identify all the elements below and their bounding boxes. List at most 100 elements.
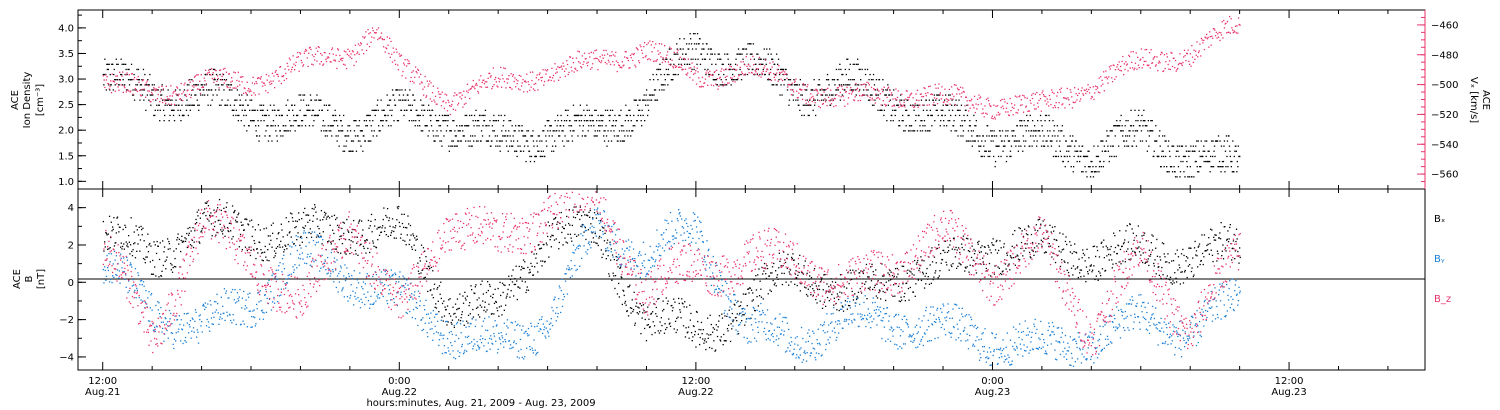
density-point bbox=[574, 120, 576, 122]
density-point bbox=[1175, 155, 1177, 158]
density-point bbox=[189, 79, 191, 81]
density-point bbox=[1196, 140, 1198, 142]
bx-point bbox=[462, 302, 465, 304]
bx-point bbox=[149, 242, 151, 245]
vx-point bbox=[282, 75, 285, 77]
vx-point bbox=[361, 49, 363, 51]
bx-point bbox=[247, 224, 250, 226]
vx-point bbox=[397, 69, 400, 71]
vx-point bbox=[525, 81, 527, 83]
vx-point bbox=[661, 43, 663, 45]
density-point bbox=[237, 114, 239, 117]
density-point bbox=[139, 99, 141, 101]
vx-point bbox=[1124, 68, 1126, 71]
bx-point bbox=[282, 236, 284, 238]
vx-point bbox=[615, 60, 618, 62]
density-point bbox=[957, 109, 960, 111]
bx-point bbox=[417, 270, 420, 272]
vx-point bbox=[860, 84, 862, 86]
bx-point bbox=[441, 302, 444, 305]
density-point bbox=[1168, 171, 1170, 173]
density-point bbox=[885, 94, 887, 96]
density-point bbox=[546, 120, 548, 122]
vx-point bbox=[377, 27, 380, 29]
vx-point bbox=[621, 61, 623, 63]
bx-point bbox=[413, 244, 415, 246]
bx-point bbox=[132, 249, 134, 251]
density-point bbox=[891, 114, 893, 117]
bx-point bbox=[511, 275, 513, 277]
vx-point bbox=[392, 47, 394, 49]
density-point bbox=[376, 135, 378, 137]
vx-point bbox=[999, 100, 1002, 102]
bx-point bbox=[639, 303, 641, 305]
vx-point bbox=[1154, 65, 1157, 67]
density-point bbox=[672, 73, 674, 76]
bx-point bbox=[460, 317, 462, 319]
vx-point bbox=[121, 75, 123, 77]
vx-point bbox=[711, 74, 713, 76]
density-point bbox=[777, 58, 780, 60]
vx-point bbox=[1044, 100, 1046, 102]
vx-point bbox=[630, 57, 632, 59]
vx-point bbox=[627, 59, 629, 62]
density-point bbox=[944, 99, 946, 101]
density-point bbox=[707, 48, 710, 50]
vx-point bbox=[756, 72, 758, 75]
vx-point bbox=[1182, 61, 1184, 64]
density-point bbox=[318, 109, 320, 111]
density-point bbox=[1153, 155, 1155, 158]
density-point bbox=[380, 120, 382, 122]
density-point bbox=[1041, 125, 1043, 127]
density-point bbox=[392, 94, 395, 96]
vx-point bbox=[952, 98, 954, 100]
density-point bbox=[312, 109, 315, 111]
density-point bbox=[663, 89, 665, 91]
bx-point bbox=[470, 285, 472, 287]
density-point bbox=[758, 58, 760, 60]
density-point bbox=[238, 114, 240, 117]
bx-point bbox=[102, 220, 104, 223]
vx-point bbox=[1188, 60, 1190, 63]
bx-point bbox=[382, 218, 384, 221]
density-point bbox=[1114, 135, 1116, 137]
density-point bbox=[799, 109, 801, 111]
density-point bbox=[641, 125, 643, 127]
bx-point bbox=[617, 266, 619, 268]
density-point bbox=[588, 125, 590, 127]
bx-point bbox=[220, 209, 222, 212]
density-point bbox=[1115, 155, 1117, 158]
vx-point bbox=[1042, 90, 1044, 92]
density-point bbox=[304, 125, 307, 127]
density-point bbox=[502, 125, 504, 127]
density-point bbox=[594, 130, 596, 132]
density-point bbox=[166, 99, 168, 101]
vx-point bbox=[894, 98, 896, 100]
vx-point bbox=[447, 99, 449, 101]
bx-point bbox=[411, 246, 413, 248]
density-point bbox=[192, 89, 194, 91]
density-point bbox=[1184, 155, 1187, 158]
vx-point bbox=[921, 96, 923, 98]
bx-point bbox=[246, 218, 248, 221]
density-point bbox=[898, 125, 900, 127]
vx-point bbox=[1055, 102, 1057, 104]
density-point bbox=[308, 109, 310, 111]
bx-point bbox=[547, 235, 549, 238]
vx-point bbox=[606, 63, 608, 65]
density-point bbox=[792, 99, 795, 101]
vx-point bbox=[1217, 33, 1219, 35]
vx-point bbox=[477, 90, 479, 93]
vx-point bbox=[319, 63, 321, 65]
vx-point bbox=[212, 72, 214, 74]
density-point bbox=[818, 84, 820, 86]
density-point bbox=[693, 68, 695, 71]
density-point bbox=[1181, 145, 1184, 147]
density-point bbox=[867, 89, 869, 91]
density-point bbox=[817, 99, 819, 101]
density-point bbox=[341, 125, 343, 127]
density-point bbox=[283, 125, 285, 127]
vx-point bbox=[697, 71, 699, 73]
density-point bbox=[747, 43, 749, 45]
density-point bbox=[560, 120, 563, 122]
